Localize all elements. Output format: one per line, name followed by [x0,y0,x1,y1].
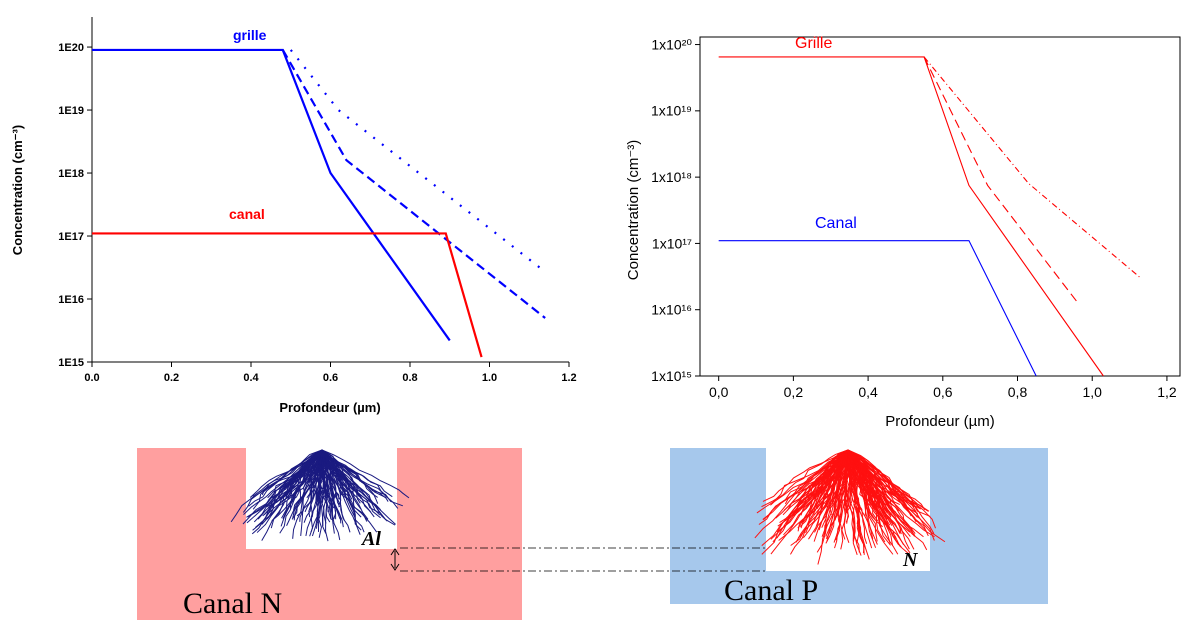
series-line [718,56,1104,377]
chart: 0,0 0,2 0,4 0,6 0,8 1,0 1,2 1x10¹⁵ 1x10¹⁶ 1x10¹⁷ 1… [625,35,1181,430]
x-tick-label: 1.0 [482,372,497,384]
x-tick-label: 1,0 [1082,384,1102,400]
track [321,449,335,534]
track [321,449,381,511]
series-line [92,232,483,358]
series-line [923,56,1142,279]
track [762,449,849,502]
implant-trees [230,449,946,565]
track [267,449,323,509]
series-label: grille [233,27,267,43]
y-tick-label: 1E17 [58,231,84,243]
y-tick-label: 1x10¹⁷ [652,235,692,251]
track [321,449,410,499]
x-tick-label: 0.2 [164,372,179,384]
x-tick-label: 0.4 [243,372,259,384]
track [847,449,928,551]
x-tick-label: 0.6 [323,372,338,384]
y-tick-label: 1E20 [58,42,84,54]
track [286,449,323,526]
track [303,449,324,523]
axes [91,17,569,363]
track [321,449,349,498]
track [252,449,323,497]
y-axis-label: Concentration (cm⁻³) [625,140,642,280]
canal-p-label: Canal P [724,574,818,607]
series-label: Grille [795,35,832,52]
track [818,449,849,516]
track [321,449,327,527]
track [844,449,851,513]
track [756,449,849,514]
track [825,449,849,537]
canal-n-label: Canal N [183,587,282,620]
track [758,449,849,525]
x-tick-label: 0,0 [709,384,729,400]
x-tick-label: 0,6 [933,384,953,400]
x-tick-label: 1,2 [1157,384,1177,400]
arrow-heads [390,548,400,571]
track [321,449,344,528]
track [321,449,380,514]
track [847,449,935,535]
track [292,449,323,519]
track [847,449,892,518]
series-label: canal [229,206,265,222]
x-tick-label: 0.0 [84,372,99,384]
x-tick-label: 1.2 [561,372,576,384]
x-tick-label: 0,2 [784,384,804,400]
y-tick-label: 1E15 [58,357,84,369]
x-tick-label: 0,8 [1008,384,1028,400]
track [761,449,849,508]
track [847,449,920,519]
track [824,449,849,505]
y-tick-label: 1x10¹⁸ [651,169,692,185]
n-label: N [902,549,919,571]
track [847,449,867,517]
y-tick-label: 1E16 [58,294,84,306]
track [321,449,354,510]
track [299,449,323,522]
series-label: Canal [815,215,857,232]
plot-frame [699,36,1181,377]
y-tick-label: 1x10²⁰ [651,36,692,52]
series-line [92,48,451,342]
track [281,449,323,519]
chart: 0.0 0.2 0.4 0.6 0.8 1.0 1.2 1E15 1E16 1E17 1E18 1E1… [10,17,577,415]
track [798,449,849,506]
y-tick-label: 1x10¹⁵ [651,368,692,384]
track [321,449,378,498]
y-tick-label: 1E18 [58,168,84,180]
track [847,449,929,537]
track [321,449,333,513]
x-axis-label: Profondeur (µm) [885,413,995,430]
x-axis-label: Profondeur (µm) [279,400,380,415]
y-tick-label: 1E19 [58,105,84,117]
x-tick-label: 0,4 [858,384,878,400]
series-line [923,56,1078,303]
track [847,449,917,523]
track [242,449,323,513]
series-line [281,49,546,319]
track [817,449,849,565]
delta-label: Al [360,528,381,550]
series-line [718,240,1037,377]
x-tick-label: 0.8 [402,372,417,384]
track [321,449,379,510]
track [248,449,323,507]
track [309,449,323,495]
y-axis-label: Concentration (cm⁻³) [10,125,25,255]
y-tick-label: 1x10¹⁶ [651,302,692,318]
track [279,449,323,534]
track [847,449,905,524]
track [847,449,892,517]
track [843,449,850,543]
track [847,449,946,543]
y-tick-label: 1x10¹⁹ [651,103,692,119]
series-line [289,49,546,273]
track [834,449,849,549]
track [789,449,849,519]
